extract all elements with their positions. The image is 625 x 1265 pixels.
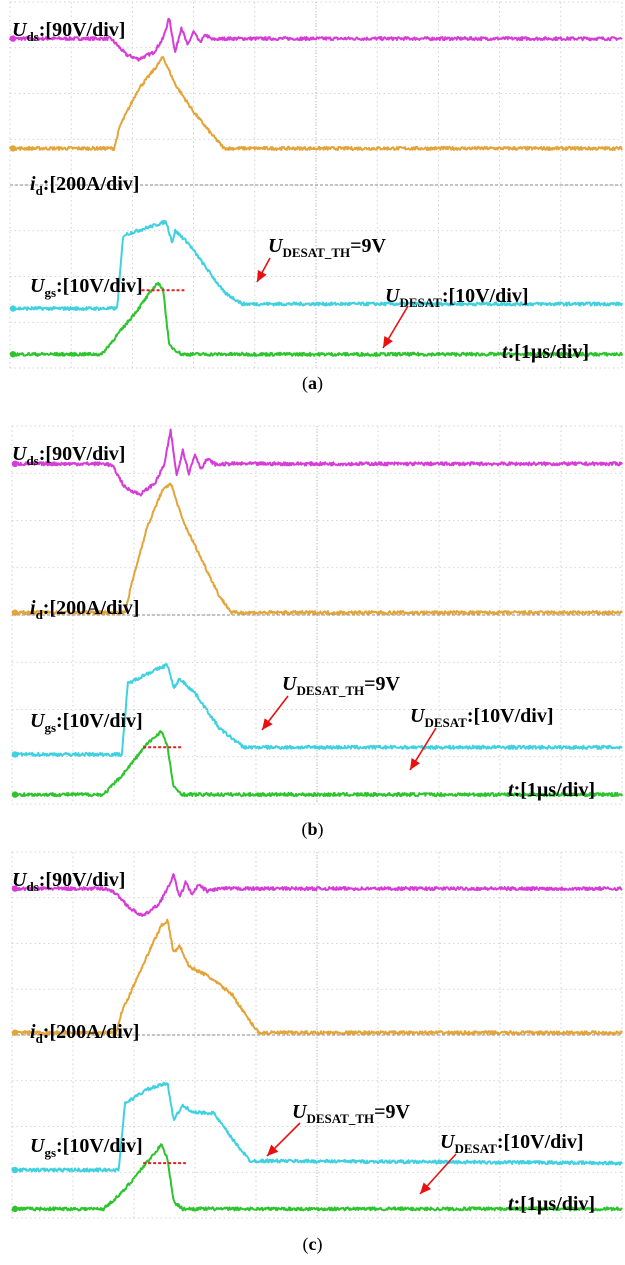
channel-marker-uds bbox=[11, 885, 19, 892]
trace-ugs bbox=[9, 220, 623, 312]
trace-ugs bbox=[11, 663, 623, 757]
ugs-label: Ugs:[10V/div] bbox=[30, 275, 143, 300]
desat-arrow bbox=[409, 727, 437, 771]
trace-id bbox=[11, 918, 623, 1036]
trace-udesat bbox=[11, 1143, 623, 1212]
scope-grid bbox=[9, 1, 623, 369]
caption-b-text: (b) bbox=[301, 819, 324, 839]
channel-marker-ugs bbox=[9, 305, 17, 312]
udesat-label: UDESAT:[10V/div] bbox=[385, 285, 529, 310]
udesat-label: UDESAT:[10V/div] bbox=[440, 1131, 584, 1156]
channel-marker-udesat bbox=[11, 791, 19, 798]
trace-udesat bbox=[9, 281, 623, 357]
udesat-label: UDESAT:[10V/div] bbox=[410, 705, 554, 730]
trace-ugs bbox=[11, 1081, 623, 1173]
uds-label: Uds:[90V/div] bbox=[12, 443, 125, 468]
channel-marker-uds bbox=[11, 460, 19, 467]
panel-a: Uds:[90V/div] id:[200A/div] Ugs:[10V/div] U… bbox=[0, 0, 625, 400]
caption-a-text: (a) bbox=[302, 373, 323, 393]
udesat-th-label: UDESAT_TH=9V bbox=[292, 1101, 411, 1126]
scope-plot-b: Uds:[90V/div] id:[200A/div] Ugs:[10V/div] U… bbox=[11, 425, 623, 805]
udesat-th-label: UDESAT_TH=9V bbox=[282, 673, 401, 698]
channel-marker-id bbox=[11, 1029, 19, 1036]
time-scale-label: t:[1µs/div] bbox=[508, 779, 595, 801]
channel-marker-ugs bbox=[11, 751, 19, 758]
channel-marker-id bbox=[9, 145, 17, 152]
id-label: id:[200A/div] bbox=[30, 1021, 139, 1046]
id-label: id:[200A/div] bbox=[30, 173, 139, 198]
id-label: id:[200A/div] bbox=[30, 597, 139, 622]
scope-plot-a: Uds:[90V/div] id:[200A/div] Ugs:[10V/div] U… bbox=[9, 1, 623, 369]
threshold-arrow bbox=[261, 695, 289, 731]
uds-label: Uds:[90V/div] bbox=[12, 19, 125, 44]
panel-c: Uds:[90V/div] id:[200A/div] Ugs:[10V/div] U… bbox=[0, 850, 625, 1265]
panel-b: Uds:[90V/div] id:[200A/div] Ugs:[10V/div] U… bbox=[0, 424, 625, 839]
threshold-arrow bbox=[256, 257, 271, 283]
caption-c-text: (c) bbox=[302, 1234, 323, 1254]
caption-c: (c) bbox=[0, 1234, 625, 1255]
scope-plot-c: Uds:[90V/div] id:[200A/div] Ugs:[10V/div] U… bbox=[11, 851, 623, 1219]
ugs-label: Ugs:[10V/div] bbox=[30, 1135, 143, 1160]
trace-uds bbox=[9, 17, 623, 62]
channel-marker-uds bbox=[9, 35, 17, 42]
channel-marker-id bbox=[11, 609, 19, 616]
trace-uds bbox=[11, 428, 623, 497]
trace-id bbox=[11, 482, 623, 616]
udesat-th-label: UDESAT_TH=9V bbox=[268, 235, 387, 260]
trace-id bbox=[9, 56, 623, 151]
caption-b: (b) bbox=[0, 819, 625, 840]
channel-marker-udesat bbox=[9, 351, 17, 358]
uds-label: Uds:[90V/div] bbox=[12, 869, 125, 894]
time-scale-label: t:[1µs/div] bbox=[502, 341, 589, 363]
channel-marker-ugs bbox=[11, 1166, 19, 1174]
trace-udesat bbox=[11, 730, 623, 798]
time-scale-label: t:[1µs/div] bbox=[508, 1193, 595, 1215]
channel-marker-udesat bbox=[11, 1205, 19, 1213]
ugs-label: Ugs:[10V/div] bbox=[30, 710, 143, 735]
threshold-arrow bbox=[266, 1122, 301, 1157]
trace-uds bbox=[11, 873, 623, 917]
caption-a: (a) bbox=[0, 373, 625, 394]
desat-arrow bbox=[419, 1153, 457, 1195]
desat-arrow bbox=[382, 305, 409, 349]
